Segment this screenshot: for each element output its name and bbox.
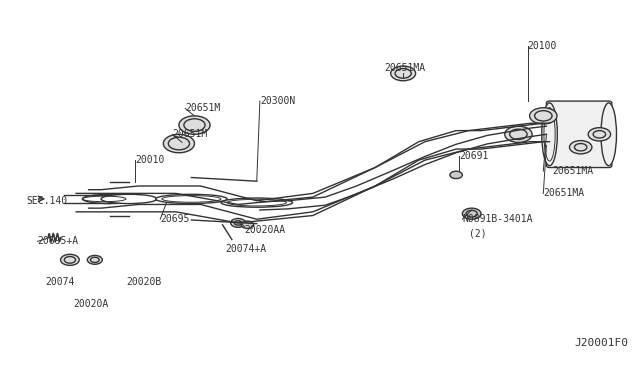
- Text: 20074: 20074: [45, 277, 74, 287]
- Ellipse shape: [541, 103, 557, 166]
- Text: 20691: 20691: [460, 151, 488, 161]
- Circle shape: [241, 221, 253, 228]
- Circle shape: [230, 218, 246, 227]
- Circle shape: [462, 208, 481, 219]
- Text: N0891B-3401A: N0891B-3401A: [462, 214, 533, 224]
- Text: 20651MA: 20651MA: [553, 166, 594, 176]
- Text: 20651MA: 20651MA: [385, 63, 426, 73]
- Text: 20651MA: 20651MA: [543, 188, 584, 198]
- Text: (2): (2): [468, 229, 486, 239]
- Circle shape: [505, 126, 532, 142]
- Circle shape: [163, 134, 195, 153]
- Circle shape: [61, 254, 79, 265]
- Circle shape: [87, 256, 102, 264]
- Circle shape: [450, 171, 462, 179]
- Text: 20651M: 20651M: [185, 103, 220, 113]
- Text: 20074+A: 20074+A: [226, 244, 267, 254]
- Text: J20001F0: J20001F0: [575, 339, 628, 349]
- Circle shape: [530, 108, 557, 124]
- Text: 20020AA: 20020AA: [244, 225, 285, 235]
- Text: 20100: 20100: [528, 41, 557, 51]
- Ellipse shape: [156, 194, 227, 203]
- Text: 20010: 20010: [135, 155, 164, 165]
- FancyBboxPatch shape: [547, 101, 612, 167]
- Circle shape: [588, 128, 611, 141]
- Circle shape: [570, 141, 592, 154]
- Text: 20020A: 20020A: [73, 299, 108, 309]
- Text: 20695: 20695: [160, 214, 189, 224]
- Text: SEC.140: SEC.140: [26, 196, 67, 206]
- Ellipse shape: [83, 194, 138, 203]
- Ellipse shape: [101, 194, 157, 203]
- Circle shape: [179, 116, 210, 134]
- Ellipse shape: [221, 198, 292, 207]
- Ellipse shape: [601, 103, 616, 166]
- Text: 20020B: 20020B: [126, 277, 161, 287]
- Text: 20300N: 20300N: [260, 96, 295, 106]
- Text: 20695+A: 20695+A: [38, 236, 79, 246]
- Circle shape: [390, 66, 415, 81]
- Text: 20651M: 20651M: [173, 129, 208, 139]
